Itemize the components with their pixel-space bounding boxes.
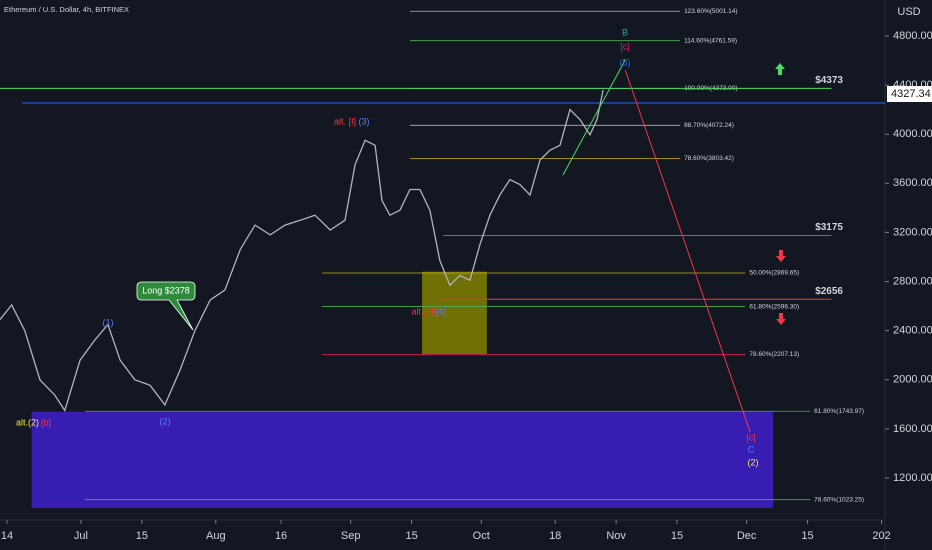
down-arrow <box>776 250 786 262</box>
fib-label: 78.60%(2207.13) <box>749 351 799 358</box>
y-tick-label: 2800.00 <box>893 275 932 287</box>
down-arrow <box>776 313 786 325</box>
wave-label: alt. [II] <box>411 306 436 316</box>
fib-label: 123.60%(5001.14) <box>684 8 738 15</box>
wave-label: (3) <box>359 116 370 126</box>
up-arrow <box>775 63 785 75</box>
trend-line <box>624 69 751 433</box>
x-tick-label: Oct <box>473 530 490 542</box>
y-tick-label: 3200.00 <box>893 226 932 238</box>
wave-label: (2) <box>160 416 171 426</box>
fib-label: 78.60%(3803.42) <box>684 155 734 162</box>
x-tick-label: Sep <box>341 530 361 542</box>
x-tick-label: 202 <box>872 530 890 542</box>
callout-label: Long $2378 <box>142 285 190 295</box>
wave-label: (1) <box>103 317 114 327</box>
last-price-box <box>887 86 932 103</box>
fib-label: 114.60%(4761.59) <box>684 37 737 44</box>
target-label: $2656 <box>815 286 843 297</box>
x-tick-label: 18 <box>549 530 561 542</box>
x-tick-label: 15 <box>671 530 683 542</box>
x-tick-label: Dec <box>737 530 757 542</box>
wave-label: [c] <box>746 432 756 442</box>
x-tick-label: 15 <box>405 530 417 542</box>
zone <box>422 271 487 354</box>
x-tick-label: 15 <box>801 530 813 542</box>
chart-title: Ethereum / U.S. Dollar, 4h, BITFINEX <box>4 5 129 14</box>
fib-label: 50.00%(2869.65) <box>749 270 799 277</box>
x-tick-label: 14 <box>1 530 13 542</box>
fib-label: 88.70%(4072.24) <box>684 122 734 129</box>
x-tick-label: Nov <box>606 530 626 542</box>
wave-label: (2) <box>748 457 759 467</box>
y-axis-label: USD <box>897 6 920 18</box>
price-line <box>0 89 604 413</box>
y-tick-label: 4000.00 <box>893 128 932 140</box>
wave-label: [b] <box>41 417 51 427</box>
y-tick-label: 2400.00 <box>893 325 932 337</box>
y-tick-label: 1200.00 <box>893 472 932 484</box>
wave-label: C <box>748 444 755 454</box>
x-tick-label: Jul <box>74 530 88 542</box>
wave-label: (5) <box>620 57 631 67</box>
x-tick-label: Aug <box>206 530 226 542</box>
last-price-label: 4327.34 <box>891 88 931 100</box>
wave-label: alt.(2) <box>16 417 39 427</box>
y-tick-label: 3600.00 <box>893 177 932 189</box>
trend-line <box>562 59 626 176</box>
wave-label: (4) <box>436 306 447 316</box>
callout-bubble <box>136 281 196 331</box>
wave-label: alt. [I] <box>334 116 356 126</box>
zone <box>31 411 774 509</box>
x-tick-label: 16 <box>275 530 287 542</box>
wave-label: [c] <box>620 41 630 51</box>
fib-label: 78.60%(1023.25) <box>814 496 864 503</box>
target-label: $3175 <box>815 222 843 233</box>
x-tick-label: 15 <box>136 530 148 542</box>
fib-label: 61.80%(2596.30) <box>749 303 799 310</box>
y-tick-label: 2000.00 <box>893 374 932 386</box>
y-tick-label: 1600.00 <box>893 423 932 435</box>
fib-label: 61.80%(1743.97) <box>814 408 864 415</box>
wave-label: B <box>622 27 628 37</box>
y-tick-label: 4800.00 <box>893 30 932 42</box>
target-label: $4373 <box>815 75 843 86</box>
